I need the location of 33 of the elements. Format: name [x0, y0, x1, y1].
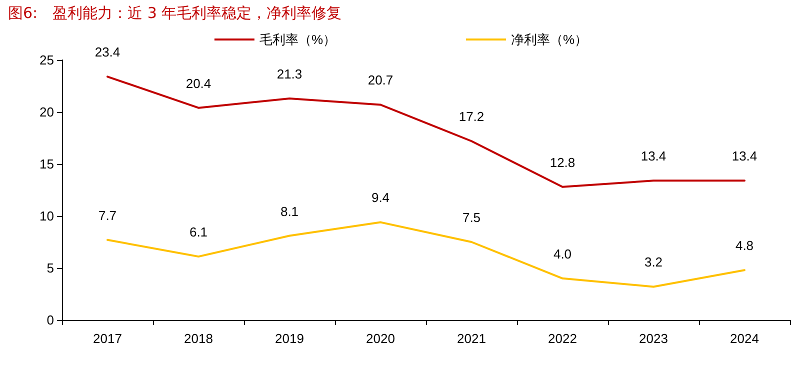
x-tick-label: 2017: [93, 331, 122, 346]
data-label: 7.5: [462, 210, 481, 225]
x-tick-label: 2023: [639, 331, 668, 346]
x-tick-label: 2021: [457, 331, 486, 346]
data-label: 7.7: [98, 208, 117, 223]
chart-title: 图6: 盈利能力：近 3 年毛利率稳定，净利率修复: [8, 4, 342, 23]
y-tick-label: 5: [46, 260, 54, 276]
data-label: 6.1: [189, 224, 208, 240]
legend-label: 毛利率（%）: [259, 32, 336, 47]
data-label: 13.4: [732, 148, 758, 164]
data-label: 9.4: [371, 190, 390, 206]
legend-label: 净利率（%）: [511, 32, 588, 47]
data-label: 20.4: [186, 76, 212, 91]
x-tick-label: 2020: [366, 331, 395, 346]
y-tick-label: 10: [40, 208, 54, 224]
data-label: 3.2: [644, 254, 663, 270]
x-tick-label: 2022: [548, 331, 577, 346]
data-label: 8.1: [280, 204, 299, 219]
data-label: 20.7: [368, 72, 394, 88]
x-tick-label: 2018: [184, 331, 213, 346]
data-label: 17.2: [458, 109, 484, 124]
data-label: 13.4: [640, 148, 666, 164]
y-tick-label: 15: [40, 156, 54, 172]
data-label: 21.3: [276, 66, 302, 82]
data-label: 4.0: [553, 246, 572, 262]
data-label: 23.4: [94, 44, 120, 60]
x-tick-label: 2024: [730, 331, 759, 346]
y-tick-label: 20: [40, 104, 54, 120]
y-tick-label: 0: [46, 312, 54, 328]
y-tick-label: 25: [40, 52, 54, 68]
data-label: 4.8: [735, 238, 754, 254]
x-tick-label: 2019: [275, 331, 304, 346]
data-label: 12.8: [550, 154, 576, 170]
